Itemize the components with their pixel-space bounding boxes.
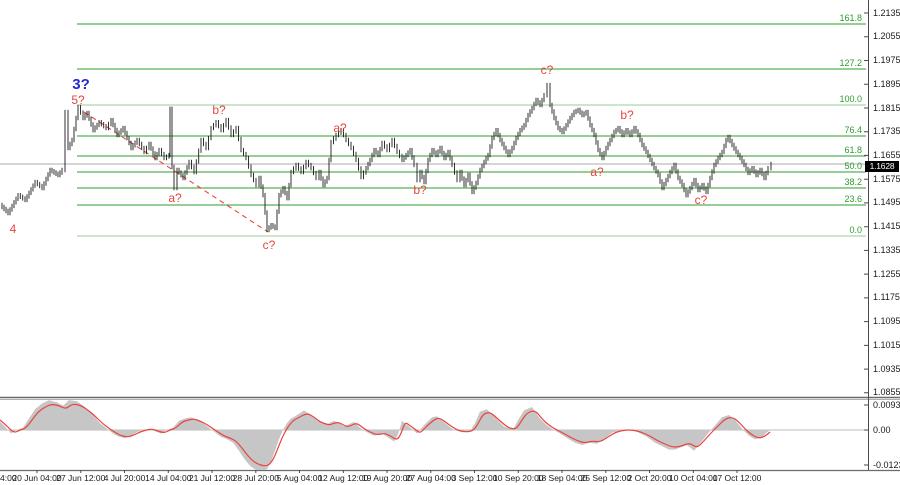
time-axis-label: 21 Jul 12:00 <box>188 473 236 483</box>
current-price-badge: 1.1628 <box>865 161 899 172</box>
wave-label-bq: b? <box>620 108 634 122</box>
time-axis-label: 4 Jul 20:00 <box>103 473 146 483</box>
price-axis-label: 1.1575 <box>873 173 900 184</box>
indicator-signal-line <box>0 403 771 467</box>
wave-label-bq: b? <box>212 103 226 117</box>
price-axis-label: 1.1015 <box>873 339 900 350</box>
price-axis-label: 1.2055 <box>873 31 900 42</box>
wave-label-aq: a? <box>168 191 182 205</box>
wave-label-4: 4 <box>9 222 17 236</box>
fib-level-label: 23.6 <box>844 194 862 204</box>
fib-level-label: 100.0 <box>839 94 862 104</box>
time-axis-label-partial: 4:00 <box>0 473 17 483</box>
wave-label-aq: a? <box>333 121 347 135</box>
time-axis-label: 19 Aug 20:00 <box>361 473 413 483</box>
wave-label-cq: c? <box>694 193 708 207</box>
fib-level-label: 127.2 <box>839 58 862 68</box>
time-axis-label: 3 Sep 12:00 <box>451 473 498 483</box>
fib-level-label: 38.2 <box>844 177 862 187</box>
time-axis-label: 28 Jul 20:00 <box>232 473 279 483</box>
price-bars <box>1 82 772 233</box>
price-axis-label: 1.2135 <box>873 7 900 18</box>
wave-label-cq: c? <box>262 238 276 252</box>
price-axis-label: 1.0935 <box>873 363 900 374</box>
price-axis-label: 1.1975 <box>873 55 900 65</box>
price-axis-label: 1.0855 <box>873 387 900 398</box>
time-axis-label: 18 Sep 04:00 <box>536 473 588 483</box>
price-axis-label: 1.1495 <box>873 197 900 208</box>
time-axis-label: 27 Aug 04:00 <box>405 473 456 483</box>
fib-level-label: 161.8 <box>839 13 862 23</box>
price-axis-label: 1.1415 <box>873 221 900 232</box>
fib-level-label: 0.0 <box>849 225 862 235</box>
time-axis-label: 14 Jul 04:00 <box>145 473 192 483</box>
fib-level-label: 50.0 <box>844 161 862 171</box>
indicator-axis-label: -0.01236 <box>873 459 900 470</box>
time-axis-label: 27 Jun 12:00 <box>56 473 106 483</box>
time-axis-label: 17 Oct 12:00 <box>712 473 762 483</box>
indicator-histogram <box>0 400 770 470</box>
fib-level-label: 61.8 <box>844 145 862 155</box>
price-axis-label: 1.1655 <box>873 149 900 160</box>
fib-level-label: 76.4 <box>844 125 862 135</box>
time-axis-label: 2 Oct 20:00 <box>627 473 672 483</box>
time-axis-label: 10 Oct 04:00 <box>668 473 718 483</box>
price-axis-label: 1.1255 <box>873 268 900 279</box>
price-axis-label: 1.1095 <box>873 316 900 327</box>
price-axis-label: 1.1175 <box>873 292 900 303</box>
wave-label-cq: c? <box>540 63 554 77</box>
wave-label-aq: a? <box>590 165 604 179</box>
time-axis-label: 20 Jun 04:00 <box>12 473 62 483</box>
wave-label-bq: b? <box>413 183 427 197</box>
time-axis-label: 10 Sep 20:00 <box>493 473 544 483</box>
indicator-axis-label: 0.00 <box>873 424 891 435</box>
price-axis-label: 1.1335 <box>873 244 900 255</box>
wave-label-5q: 5? <box>71 93 85 107</box>
time-axis-label: 25 Sep 12:00 <box>580 473 632 483</box>
time-axis-label: 12 Aug 12:00 <box>318 473 369 483</box>
wave-label-3q: 3? <box>72 76 90 93</box>
axis-ticks <box>36 12 868 473</box>
price-axis-label: 1.1895 <box>873 78 900 89</box>
indicator-axis-label: 0.00935 <box>873 399 900 410</box>
price-axis-label: 1.1735 <box>873 126 900 137</box>
price-axis-label: 1.1815 <box>873 102 900 113</box>
time-axis-label: 5 Aug 04:00 <box>276 473 323 483</box>
